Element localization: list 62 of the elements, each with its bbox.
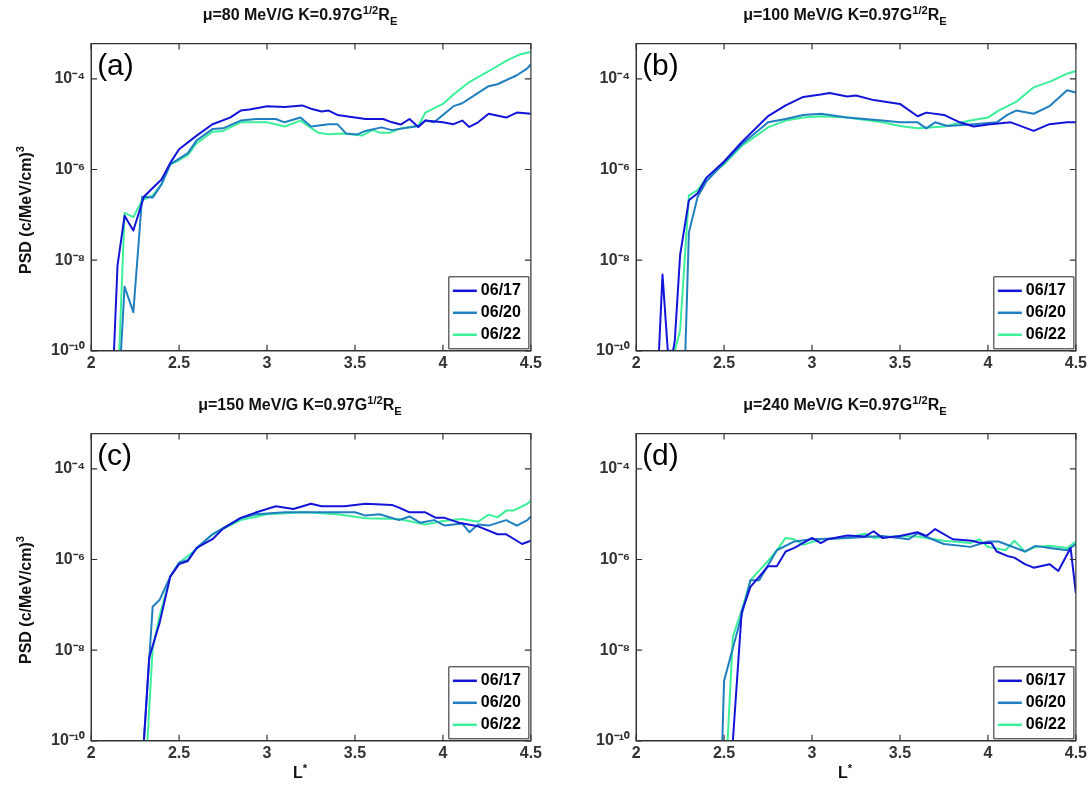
x-tick-label: 2.5 [712,353,736,371]
y-tick-label: 10⁻¹⁰ [596,341,631,359]
chart-title: μ=80 MeV/G K=0.97G$^{1/2}$R$_{E}$ [201,4,399,27]
chart-title: μ=240 MeV/G K=0.97G$^{1/2}$R$_{E}$ [742,394,948,417]
y-tick-label: 10⁻⁸ [599,640,631,658]
legend-label: 06/17 [480,671,521,689]
x-tick-label: 3.5 [343,353,367,371]
x-tick-label: 2 [86,743,96,761]
x-tick-label: 3.5 [888,743,912,761]
x-tick-label: 3.5 [343,743,367,761]
y-tick-label: 10⁻⁴ [599,459,631,477]
x-tick-label: 2 [631,353,641,371]
y-tick-label: 10⁻⁶ [54,159,86,177]
annotation: (b) [642,47,679,81]
legend-label: 06/17 [480,281,521,299]
y-tick-label: 10⁻⁴ [54,69,86,87]
x-tick-label: 4.5 [1064,353,1088,371]
legend-label: 06/22 [1025,325,1066,343]
legend-label: 06/22 [480,325,521,343]
x-tick-label: 4.5 [519,743,543,761]
annotation: (c) [97,437,133,471]
x-axis-title: L$^{*}$ [291,762,309,783]
x-tick-label: 2.5 [712,743,736,761]
legend-label: 06/17 [1025,671,1066,689]
legend-label: 06/20 [1025,693,1066,711]
x-tick-label: 2 [86,353,96,371]
x-tick-label: 4 [983,743,993,761]
y-tick-label: 10⁻⁸ [599,250,631,268]
y-tick-label: 10⁻⁶ [599,549,631,567]
x-tick-label: 3.5 [888,353,912,371]
x-tick-label: 3 [262,353,272,371]
legend-label: 06/22 [480,715,521,733]
legend-label: 06/20 [480,303,521,321]
annotation: (a) [97,47,134,81]
y-tick-label: 10⁻¹⁰ [51,341,86,359]
x-tick-label: 2 [631,743,641,761]
y-tick-label: 10⁻⁸ [54,250,86,268]
legend-label: 06/22 [1025,715,1066,733]
y-tick-label: 10⁻¹⁰ [51,731,86,749]
x-tick-label: 2.5 [167,743,191,761]
x-tick-label: 3 [807,743,817,761]
x-tick-label: 4 [438,743,448,761]
x-tick-label: 4 [438,353,448,371]
y-tick-label: 10⁻⁴ [54,459,86,477]
legend-label: 06/17 [1025,281,1066,299]
chart-title: μ=100 MeV/G K=0.97G$^{1/2}$R$_{E}$ [742,4,948,27]
x-tick-label: 3 [262,743,272,761]
y-tick-label: 10⁻⁶ [54,549,86,567]
annotation: (d) [642,437,679,471]
x-axis-title: L$^{*}$ [836,762,854,783]
x-tick-label: 4 [983,353,993,371]
y-tick-label: 10⁻⁶ [599,159,631,177]
x-tick-label: 4.5 [519,353,543,371]
y-tick-label: 10⁻¹⁰ [596,731,631,749]
y-tick-label: 10⁻⁸ [54,640,86,658]
legend-label: 06/20 [1025,303,1066,321]
x-tick-label: 3 [807,353,817,371]
x-tick-label: 2.5 [167,353,191,371]
x-tick-label: 4.5 [1064,743,1088,761]
y-tick-label: 10⁻⁴ [599,69,631,87]
chart-title: μ=150 MeV/G K=0.97G$^{1/2}$R$_{E}$ [197,394,403,417]
legend-label: 06/20 [480,693,521,711]
